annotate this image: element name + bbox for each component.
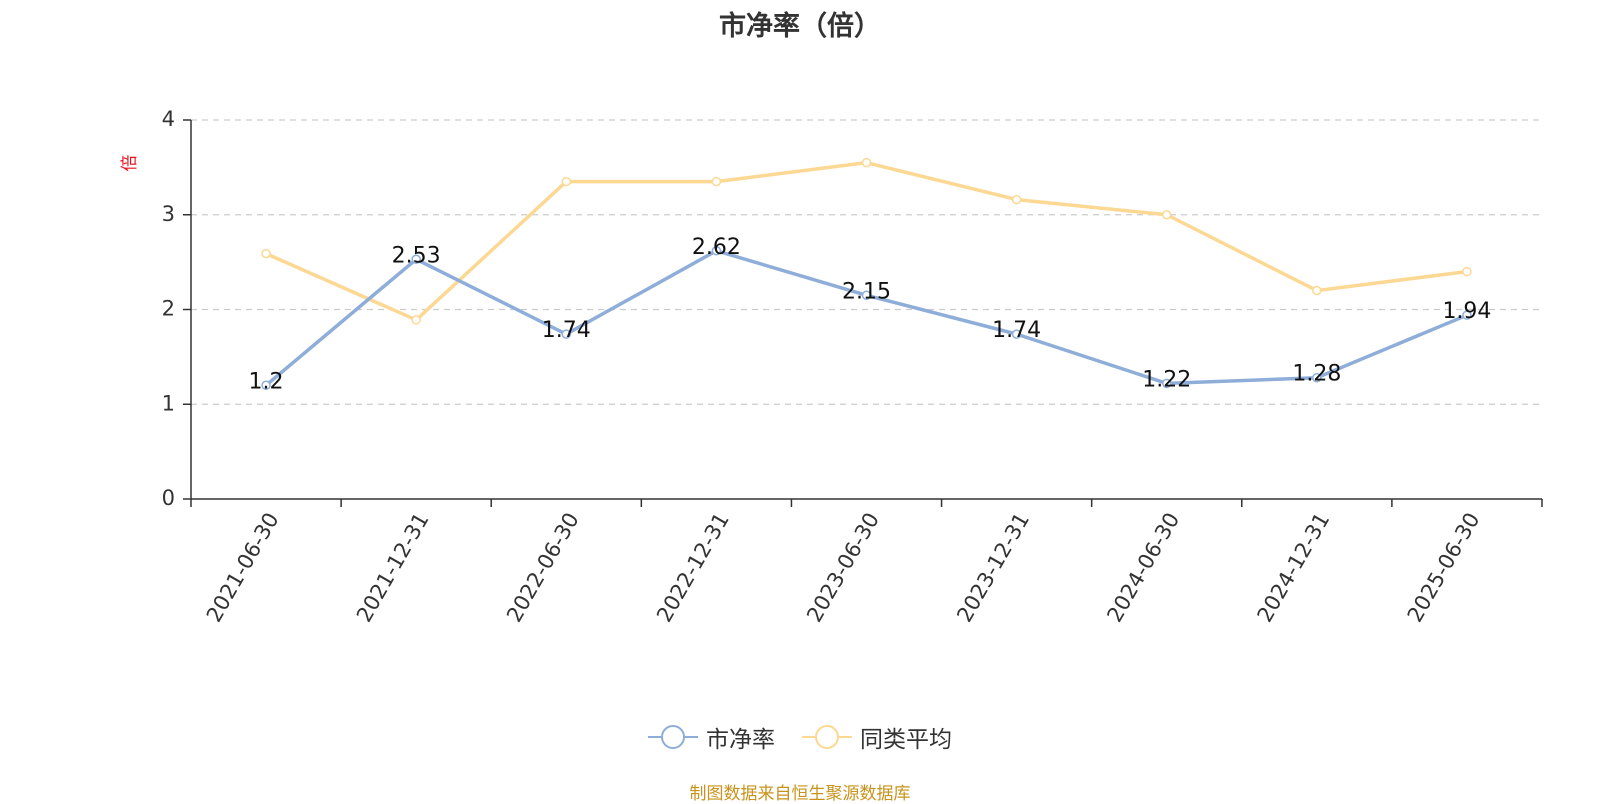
series-0-point[interactable]: [1011, 329, 1022, 339]
x-tick-label: 2022-06-30: [502, 509, 584, 627]
series-1-point[interactable]: [1011, 194, 1022, 205]
series-1-point[interactable]: [1161, 210, 1172, 220]
data-label: 1.94: [1442, 299, 1491, 324]
series-0-point[interactable]: [561, 329, 572, 339]
y-tick-labels: 0 1 2 3 4: [162, 107, 175, 510]
series-0-point[interactable]: [1312, 372, 1322, 383]
y-tick-label: 1: [162, 391, 175, 415]
series-line-0: [264, 249, 1468, 387]
data-label: 2.15: [842, 279, 891, 304]
legend-pb-icon: [648, 725, 698, 749]
source-note: 制图数据来自恒生聚源数据库: [689, 784, 911, 804]
axes: [183, 119, 1543, 507]
series-lines: [261, 157, 1472, 391]
y-tick-label: 0: [162, 486, 175, 510]
series-0-point[interactable]: [1161, 378, 1172, 389]
series-1-point[interactable]: [261, 248, 271, 259]
data-label: 1.2: [249, 369, 284, 394]
series-1-point[interactable]: [561, 176, 572, 187]
series-0-point[interactable]: [261, 380, 271, 391]
y-tick-label: 3: [162, 202, 175, 226]
data-label: 1.28: [1292, 362, 1341, 387]
chart-title: 市净率（倍）: [719, 11, 881, 42]
x-tick-label: 2025-06-30: [1403, 509, 1485, 627]
y-tick-label: 4: [162, 107, 175, 131]
series-0-point[interactable]: [861, 290, 872, 301]
data-label: 1.22: [1142, 367, 1191, 392]
data-label: 1.74: [542, 318, 591, 343]
y-tick-label: 2: [162, 297, 175, 321]
legend-item-pb[interactable]: 市净率: [648, 720, 775, 754]
x-tick-label: 2023-12-31: [952, 509, 1034, 627]
series-1-point[interactable]: [1462, 266, 1472, 277]
series-0-point[interactable]: [1462, 310, 1472, 320]
data-label: 1.74: [992, 318, 1041, 343]
series-0-point[interactable]: [411, 254, 421, 265]
series-1-point[interactable]: [411, 315, 421, 325]
data-labels: 1.2 2.53 1.74 2.62 2.15 1.74 1.22 1.28 1.94: [249, 235, 1492, 395]
x-tick-label: 2024-06-30: [1102, 509, 1184, 627]
legend-peer-average-icon: [802, 725, 852, 749]
y-axis-label: 倍: [120, 155, 140, 172]
x-tick-label: 2021-06-30: [202, 509, 284, 627]
series-0-point[interactable]: [711, 246, 722, 256]
x-tick-labels: 2021-06-30 2021-12-31 2022-06-30 2022-12-31…: [202, 508, 1485, 626]
x-tick-label: 2024-12-31: [1253, 509, 1335, 627]
legend-peer-average-label: 同类平均: [860, 727, 952, 753]
x-tick-label: 2022-12-31: [652, 509, 734, 627]
series-1-point[interactable]: [861, 157, 872, 168]
data-label: 2.53: [392, 243, 441, 268]
data-label: 2.62: [692, 235, 741, 260]
x-tick-label: 2021-12-31: [352, 508, 434, 626]
series-1-point[interactable]: [711, 176, 722, 187]
legend-pb-label: 市净率: [706, 727, 775, 753]
x-tick-label: 2023-06-30: [802, 509, 884, 627]
legend-item-peer-average[interactable]: 同类平均: [802, 720, 952, 754]
series-1-point[interactable]: [1312, 285, 1322, 296]
gridlines: [191, 119, 1542, 405]
